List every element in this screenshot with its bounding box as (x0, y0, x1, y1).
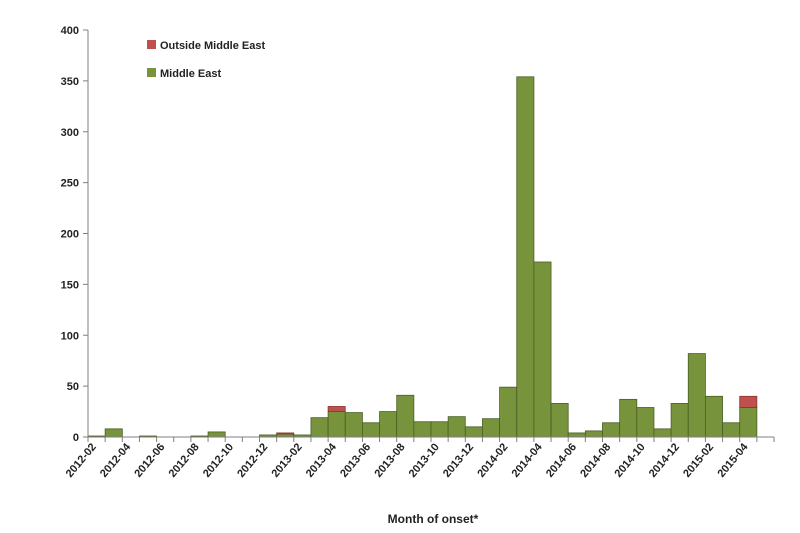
x-tick-label: 2015-04 (715, 441, 751, 480)
bar-outside-middle-east (327, 406, 346, 412)
bar-middle-east (722, 422, 741, 438)
y-tick-label: 250 (61, 178, 79, 190)
x-tick-label: 2012-10 (201, 441, 236, 480)
y-tick-label: 200 (61, 229, 79, 241)
bar-middle-east (687, 353, 706, 438)
x-axis-title: Month of onset* (388, 512, 479, 526)
legend-swatch (147, 68, 156, 77)
bar-middle-east (413, 421, 432, 438)
bar-middle-east (602, 422, 621, 438)
y-tick-label: 0 (73, 432, 79, 444)
bar-middle-east (516, 76, 535, 438)
legend-label: Middle East (160, 68, 221, 80)
bars (87, 76, 758, 438)
x-tick-label: 2014-08 (578, 441, 613, 480)
x-tick-label: 2012-08 (167, 441, 202, 480)
x-tick-label: 2013-12 (441, 441, 476, 480)
bar-middle-east (636, 407, 655, 438)
y-tick-label: 300 (61, 127, 79, 139)
y-tick-label: 400 (61, 25, 79, 37)
bar-middle-east (482, 418, 501, 438)
x-tick-label: 2013-04 (304, 441, 340, 480)
y-tick-label: 350 (61, 76, 79, 88)
bar-middle-east (447, 416, 466, 438)
bar-outside-middle-east (276, 432, 295, 435)
bar-middle-east (396, 394, 415, 438)
bar-middle-east (739, 407, 758, 438)
x-tick-label: 2012-06 (132, 441, 167, 480)
x-tick-label: 2014-06 (544, 441, 579, 480)
bar-middle-east (361, 422, 380, 438)
bar-middle-east (567, 432, 586, 438)
bar-middle-east (310, 417, 329, 438)
x-tick-label: 2015-02 (681, 441, 716, 480)
x-tick-label: 2012-04 (98, 441, 134, 480)
bar-middle-east (430, 421, 449, 438)
bar-middle-east (499, 386, 518, 438)
x-tick-label: 2014-04 (510, 441, 546, 480)
bar-middle-east (653, 428, 672, 438)
bar-middle-east (344, 412, 363, 438)
bar-outside-middle-east (739, 395, 758, 408)
bar-middle-east (533, 261, 552, 438)
bar-middle-east (619, 398, 638, 438)
bar-middle-east (670, 403, 689, 438)
bar-middle-east (379, 411, 398, 438)
x-tick-label: 2013-02 (270, 441, 305, 480)
x-tick-label: 2013-10 (407, 441, 442, 480)
y-axis-ticks: 0 50 100 150 200 250 300 350 400 (61, 25, 88, 444)
bar-middle-east (705, 395, 723, 438)
y-tick-label: 100 (61, 330, 79, 342)
bar-middle-east (464, 426, 483, 438)
y-tick-label: 150 (61, 279, 79, 291)
y-tick-label: 50 (67, 381, 79, 393)
x-tick-label: 2013-08 (372, 441, 407, 480)
bar-middle-east (550, 403, 569, 438)
x-tick-label: 2014-02 (475, 441, 510, 480)
x-tick-label: 2012-12 (235, 441, 270, 480)
bar-middle-east (207, 431, 226, 438)
x-tick-label: 2014-12 (647, 441, 682, 480)
x-tick-label: 2014-10 (613, 441, 648, 480)
bar-middle-east (327, 411, 346, 438)
legend-label: Outside Middle East (160, 40, 265, 52)
x-axis-ticks: 2012-02 2012-04 2012-06 2012-08 2012-10 2012-… (64, 437, 775, 480)
legend-swatch (147, 40, 156, 49)
x-tick-label: 2013-06 (338, 441, 373, 480)
legend: Outside Middle East Middle East (147, 40, 265, 80)
bar-middle-east (104, 428, 123, 438)
x-tick-label: 2012-02 (64, 441, 99, 480)
bar-middle-east (584, 430, 603, 438)
